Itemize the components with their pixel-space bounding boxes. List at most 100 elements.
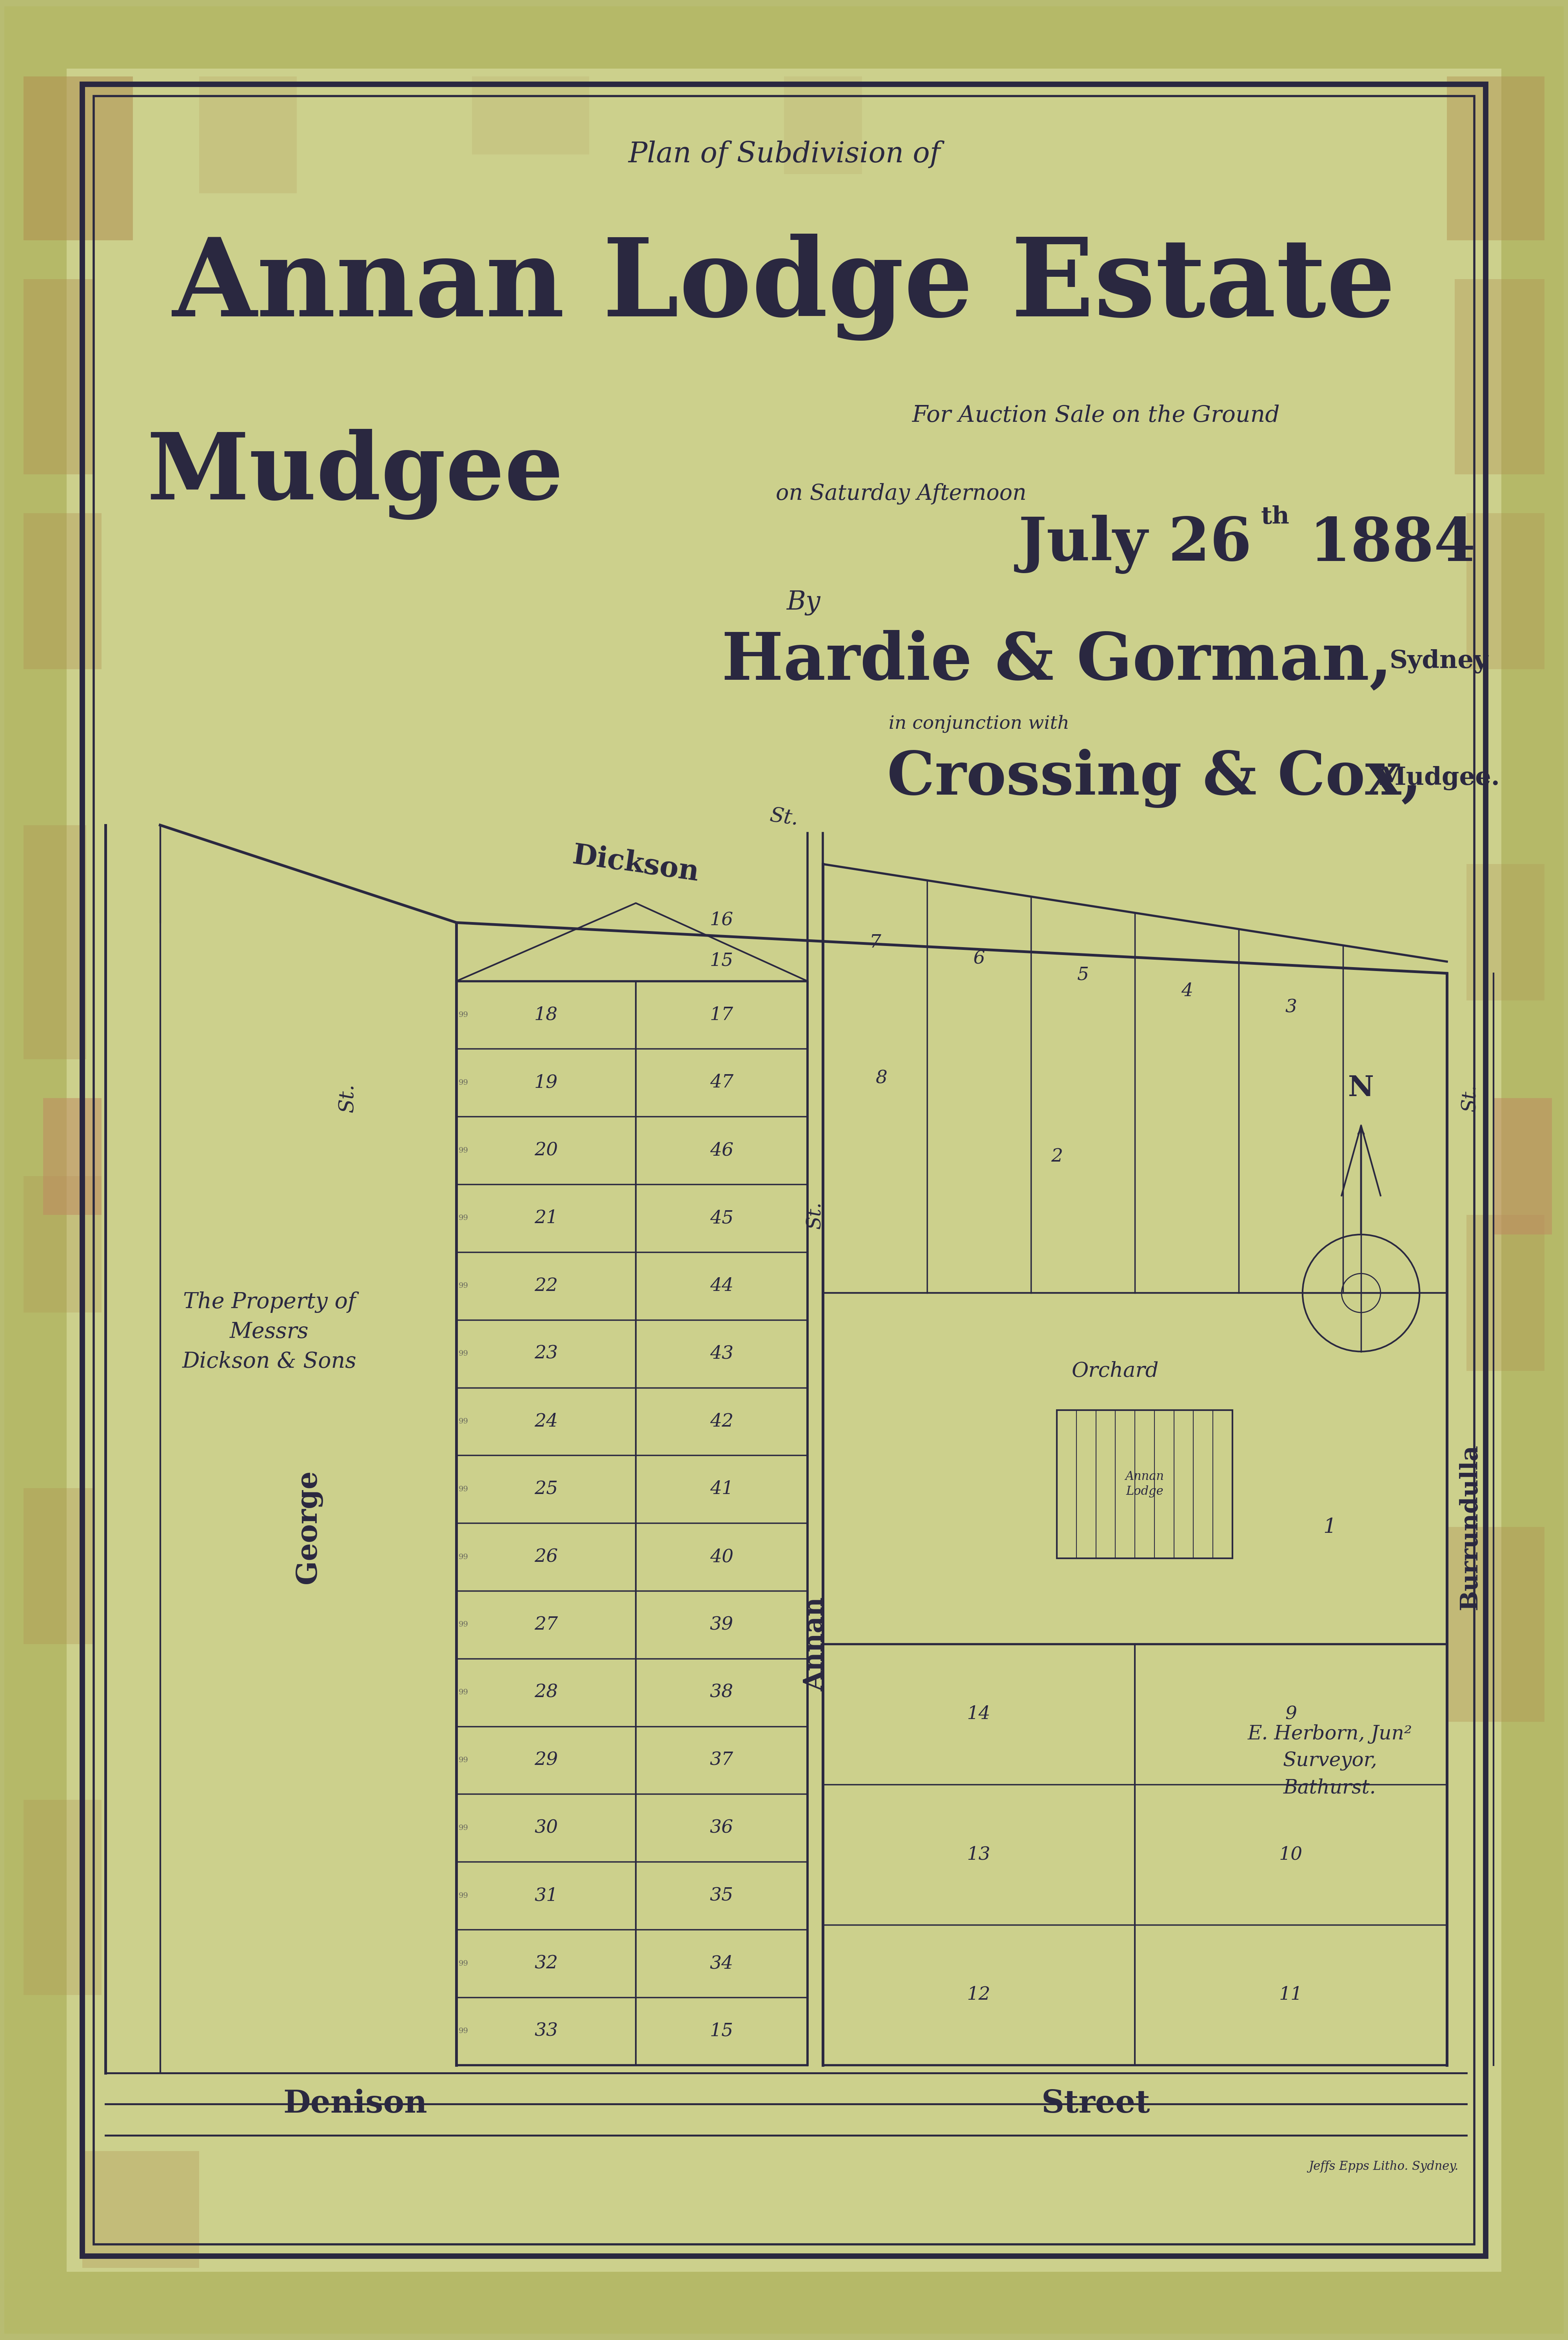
Text: Mudgee: Mudgee bbox=[147, 428, 563, 519]
Text: N: N bbox=[1348, 1074, 1374, 1102]
Text: Annan Lodge Estate: Annan Lodge Estate bbox=[172, 234, 1396, 342]
Text: 99: 99 bbox=[458, 1486, 469, 1493]
Text: St.: St. bbox=[806, 1200, 825, 1229]
Text: 41: 41 bbox=[710, 1481, 734, 1498]
Text: 1: 1 bbox=[1323, 1516, 1336, 1537]
Bar bbox=[24, 1799, 102, 1996]
Text: 99: 99 bbox=[458, 1350, 469, 1357]
Text: 42: 42 bbox=[710, 1413, 734, 1430]
Text: Annan: Annan bbox=[803, 1596, 828, 1692]
Text: 99: 99 bbox=[458, 1757, 469, 1764]
Text: 33: 33 bbox=[535, 2022, 558, 2040]
Text: E. Herborn, Jun²
Surveyor,
Bathurst.: E. Herborn, Jun² Surveyor, Bathurst. bbox=[1248, 1725, 1413, 1797]
Text: Dickson: Dickson bbox=[571, 842, 701, 887]
Text: 99: 99 bbox=[458, 1214, 469, 1221]
Text: 99: 99 bbox=[458, 1079, 469, 1086]
Text: 22: 22 bbox=[535, 1278, 558, 1294]
Text: 4: 4 bbox=[1181, 983, 1193, 999]
Text: 35: 35 bbox=[710, 1886, 734, 1905]
Text: 99: 99 bbox=[458, 1893, 469, 1900]
Text: 8: 8 bbox=[875, 1069, 887, 1088]
Text: 19: 19 bbox=[535, 1074, 558, 1090]
Bar bbox=[24, 278, 94, 475]
Text: 99: 99 bbox=[458, 1689, 469, 1696]
Text: 16: 16 bbox=[710, 910, 734, 929]
Text: 99: 99 bbox=[458, 1147, 469, 1154]
Text: Burrundulla: Burrundulla bbox=[1458, 1444, 1482, 1610]
Text: 34: 34 bbox=[710, 1954, 734, 1973]
Text: on Saturday Afternoon: on Saturday Afternoon bbox=[776, 482, 1027, 505]
Text: Crossing & Cox,: Crossing & Cox, bbox=[887, 749, 1422, 807]
Text: Denison: Denison bbox=[284, 2090, 426, 2120]
Text: 12: 12 bbox=[967, 1987, 991, 2003]
Text: For Auction Sale on the Ground: For Auction Sale on the Ground bbox=[913, 405, 1279, 426]
Bar bbox=[1466, 863, 1544, 1002]
Text: Annan
Lodge: Annan Lodge bbox=[1126, 1470, 1163, 1498]
Text: St.: St. bbox=[1460, 1083, 1480, 1111]
Text: 99: 99 bbox=[458, 1011, 469, 1018]
Text: St.: St. bbox=[337, 1083, 358, 1111]
Text: Plan of Subdivision of: Plan of Subdivision of bbox=[627, 140, 941, 168]
Text: 99: 99 bbox=[458, 1418, 469, 1425]
Text: 29: 29 bbox=[535, 1750, 558, 1769]
Bar bbox=[199, 77, 296, 194]
Text: By: By bbox=[787, 590, 820, 615]
Text: 32: 32 bbox=[535, 1954, 558, 1973]
Text: 1884: 1884 bbox=[1309, 515, 1475, 573]
Text: 99: 99 bbox=[458, 1554, 469, 1561]
Text: 39: 39 bbox=[710, 1617, 734, 1633]
Bar bbox=[1494, 1097, 1552, 1236]
Bar bbox=[472, 77, 590, 154]
Text: 99: 99 bbox=[458, 1825, 469, 1832]
Text: Orchard: Orchard bbox=[1073, 1362, 1159, 1381]
Text: 17: 17 bbox=[710, 1006, 734, 1025]
Text: The Property of
Messrs
Dickson & Sons: The Property of Messrs Dickson & Sons bbox=[182, 1292, 356, 1374]
Text: 99: 99 bbox=[458, 2029, 469, 2036]
Text: 28: 28 bbox=[535, 1682, 558, 1701]
Text: 27: 27 bbox=[535, 1617, 558, 1633]
Bar bbox=[94, 96, 1474, 2244]
Text: 14: 14 bbox=[967, 1706, 991, 1722]
Bar bbox=[1447, 77, 1544, 241]
Text: 7: 7 bbox=[869, 934, 881, 952]
Text: 20: 20 bbox=[535, 1142, 558, 1158]
Text: 5: 5 bbox=[1077, 966, 1088, 983]
Text: George: George bbox=[295, 1470, 323, 1584]
Text: 31: 31 bbox=[535, 1886, 558, 1905]
Text: Jeffs Epps Litho. Sydney.: Jeffs Epps Litho. Sydney. bbox=[1309, 2160, 1458, 2172]
Text: 45: 45 bbox=[710, 1210, 734, 1226]
Text: July 26: July 26 bbox=[1018, 515, 1251, 573]
Text: 9: 9 bbox=[1284, 1706, 1297, 1722]
Bar bbox=[82, 2150, 199, 2267]
Bar bbox=[1466, 512, 1544, 669]
Text: in conjunction with: in conjunction with bbox=[889, 714, 1069, 732]
Text: 99: 99 bbox=[458, 1622, 469, 1629]
Text: St.: St. bbox=[768, 805, 800, 828]
Bar bbox=[784, 77, 862, 173]
Text: 40: 40 bbox=[710, 1549, 734, 1565]
Bar bbox=[24, 826, 86, 1060]
Bar bbox=[1455, 278, 1544, 475]
Text: 24: 24 bbox=[535, 1413, 558, 1430]
Text: Hardie & Gorman,: Hardie & Gorman, bbox=[721, 629, 1392, 693]
Text: 3: 3 bbox=[1284, 999, 1297, 1016]
Text: 38: 38 bbox=[710, 1682, 734, 1701]
Text: 11: 11 bbox=[1279, 1987, 1303, 2003]
Text: Street: Street bbox=[1041, 2090, 1151, 2120]
Text: 6: 6 bbox=[974, 950, 985, 966]
Text: 99: 99 bbox=[458, 1282, 469, 1289]
Text: 46: 46 bbox=[710, 1142, 734, 1158]
Text: th: th bbox=[1261, 505, 1289, 529]
Bar bbox=[24, 1177, 102, 1313]
Text: 44: 44 bbox=[710, 1278, 734, 1294]
Text: Mudgee.: Mudgee. bbox=[1378, 765, 1499, 791]
Bar bbox=[24, 1488, 94, 1645]
Text: 15: 15 bbox=[710, 952, 734, 969]
Text: 47: 47 bbox=[710, 1074, 734, 1090]
Text: 21: 21 bbox=[535, 1210, 558, 1226]
Text: 36: 36 bbox=[710, 1818, 734, 1837]
Bar bbox=[24, 512, 102, 669]
Text: 25: 25 bbox=[535, 1481, 558, 1498]
Bar bbox=[24, 77, 133, 241]
Text: 13: 13 bbox=[967, 1846, 991, 1863]
